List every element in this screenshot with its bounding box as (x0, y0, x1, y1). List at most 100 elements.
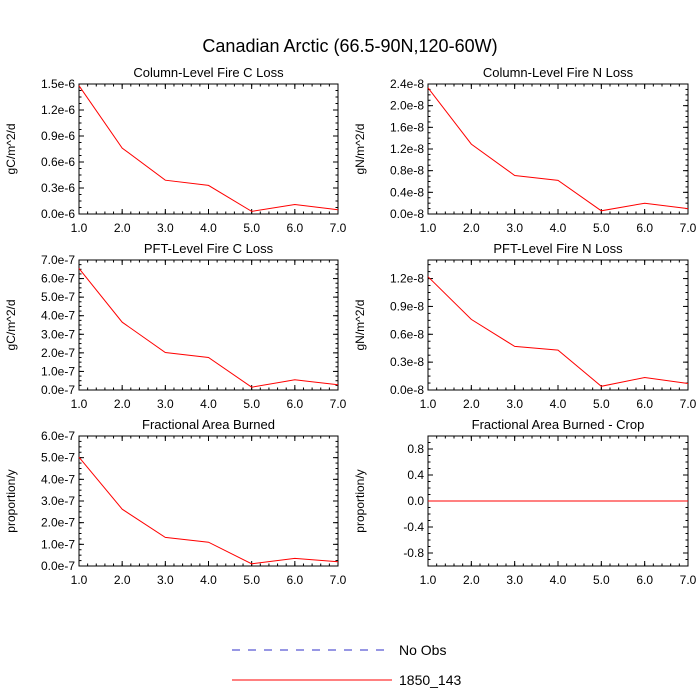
chart-panel-4: PFT-Level Fire N Loss gN/m^2/d 1.0 2.0 3.0 4.… (353, 241, 697, 411)
x-tick-label: 2.0 (463, 397, 480, 411)
x-tick-label: 2.0 (463, 221, 480, 235)
y-tick-label: 3.0e-7 (41, 494, 75, 508)
series-line-1850_143 (427, 87, 689, 212)
x-tick-label: 1.0 (420, 573, 437, 587)
y-axis-label: gN/m^2/d (353, 300, 367, 351)
y-tick-label: 4.0e-7 (41, 472, 75, 486)
x-tick-label: 1.0 (420, 221, 437, 235)
y-tick-label: 4.0e-7 (41, 309, 75, 323)
x-tick-label: 6.0 (286, 221, 303, 235)
y-tick-label: 1.6e-8 (390, 120, 424, 134)
y-tick-label: 0.4 (407, 468, 424, 482)
y-tick-label: 1.2e-6 (41, 103, 75, 117)
x-tick-label: 3.0 (157, 573, 174, 587)
x-tick-label: 3.0 (506, 397, 523, 411)
x-tick-label: 7.0 (680, 573, 697, 587)
x-tick-label: 4.0 (200, 221, 217, 235)
y-tick-label: 0.0 (407, 494, 424, 508)
chart-panel-5: Fractional Area Burned proportion/y 1.0 2.0… (4, 417, 347, 587)
x-tick-label: 4.0 (550, 221, 567, 235)
chart-panel-6: Fractional Area Burned - Crop proportion/… (353, 417, 697, 587)
x-tick-label: 5.0 (243, 397, 260, 411)
x-tick-label: 7.0 (330, 397, 347, 411)
x-tick-label: 5.0 (593, 573, 610, 587)
y-tick-label: 1.0e-7 (41, 364, 75, 378)
panel-title: PFT-Level Fire N Loss (493, 241, 623, 256)
y-tick-label: -0.4 (403, 520, 424, 534)
y-tick-label: 6.0e-7 (41, 429, 75, 443)
x-tick-label: 6.0 (636, 397, 653, 411)
x-tick-label: 2.0 (114, 221, 131, 235)
y-axis-label: proportion/y (4, 469, 18, 532)
panel-title: Column-Level Fire C Loss (133, 65, 284, 80)
chart-panel-1: Column-Level Fire C Loss gC/m^2/d 1.0 2.0 3.… (4, 65, 347, 235)
panel-title: PFT-Level Fire C Loss (144, 241, 274, 256)
y-tick-label: 0.6e-8 (390, 327, 424, 341)
y-tick-label: 5.0e-7 (41, 451, 75, 465)
y-tick-label: 0.0e-7 (41, 559, 75, 573)
y-tick-label: 0.9e-8 (390, 299, 424, 313)
x-tick-label: 1.0 (420, 397, 437, 411)
x-tick-label: 4.0 (550, 573, 567, 587)
legend: No Obs 1850_143 (232, 642, 462, 688)
x-tick-label: 7.0 (330, 221, 347, 235)
y-tick-label: 0.6e-6 (41, 155, 75, 169)
y-axis-label: proportion/y (353, 469, 367, 532)
y-tick-label: 0.8e-8 (390, 164, 424, 178)
x-tick-label: 4.0 (550, 397, 567, 411)
y-tick-label: 1.2e-8 (390, 142, 424, 156)
x-tick-label: 1.0 (71, 397, 88, 411)
y-tick-label: 3.0e-7 (41, 327, 75, 341)
y-tick-label: 0.9e-6 (41, 129, 75, 143)
x-tick-label: 3.0 (157, 397, 174, 411)
x-tick-label: 7.0 (330, 573, 347, 587)
panel-title: Column-Level Fire N Loss (483, 65, 634, 80)
x-tick-label: 7.0 (680, 397, 697, 411)
y-axis-label: gN/m^2/d (353, 124, 367, 175)
plot-frame (78, 83, 339, 215)
chart-panel-3: PFT-Level Fire C Loss gC/m^2/d 1.0 2.0 3.0 4.… (4, 241, 347, 411)
x-tick-label: 3.0 (157, 221, 174, 235)
x-tick-label: 3.0 (506, 573, 523, 587)
y-tick-label: 0.3e-6 (41, 181, 75, 195)
y-tick-label: 2.0e-8 (390, 99, 424, 113)
x-tick-label: 1.0 (71, 573, 88, 587)
y-tick-label: 6.0e-7 (41, 272, 75, 286)
x-tick-label: 2.0 (463, 573, 480, 587)
y-tick-label: 5.0e-7 (41, 290, 75, 304)
plot-frame (78, 435, 339, 567)
y-tick-label: 2.4e-8 (390, 77, 424, 91)
y-axis-label: gC/m^2/d (4, 124, 18, 175)
x-tick-label: 5.0 (593, 221, 610, 235)
x-tick-label: 7.0 (680, 221, 697, 235)
y-tick-label: 0.0e-6 (41, 207, 75, 221)
panel-grid: Column-Level Fire C Loss gC/m^2/d 1.0 2.0 3.… (4, 65, 697, 587)
x-tick-label: 6.0 (636, 221, 653, 235)
x-tick-label: 6.0 (286, 397, 303, 411)
x-tick-label: 6.0 (636, 573, 653, 587)
y-tick-label: 0.4e-8 (390, 185, 424, 199)
x-tick-label: 6.0 (286, 573, 303, 587)
x-tick-label: 4.0 (200, 573, 217, 587)
x-tick-label: 1.0 (71, 221, 88, 235)
series-line-1850_143 (78, 456, 339, 565)
y-tick-label: -0.8 (403, 546, 424, 560)
y-tick-label: 2.0e-7 (41, 346, 75, 360)
y-tick-label: 0.0e-7 (41, 383, 75, 397)
series-line-1850_143 (427, 276, 689, 387)
y-tick-label: 1.0e-7 (41, 537, 75, 551)
y-tick-label: 1.5e-6 (41, 77, 75, 91)
y-tick-label: 1.2e-8 (390, 272, 424, 286)
x-tick-label: 2.0 (114, 573, 131, 587)
y-tick-label: 0.3e-8 (390, 355, 424, 369)
y-tick-label: 0.0e-8 (390, 383, 424, 397)
panel-title: Fractional Area Burned (142, 417, 275, 432)
y-tick-label: 7.0e-7 (41, 253, 75, 267)
x-tick-label: 4.0 (200, 397, 217, 411)
panel-title: Fractional Area Burned - Crop (472, 417, 645, 432)
plot-frame (78, 259, 339, 391)
x-tick-label: 2.0 (114, 397, 131, 411)
x-tick-label: 5.0 (593, 397, 610, 411)
plot-frame (427, 83, 689, 215)
x-tick-label: 5.0 (243, 221, 260, 235)
